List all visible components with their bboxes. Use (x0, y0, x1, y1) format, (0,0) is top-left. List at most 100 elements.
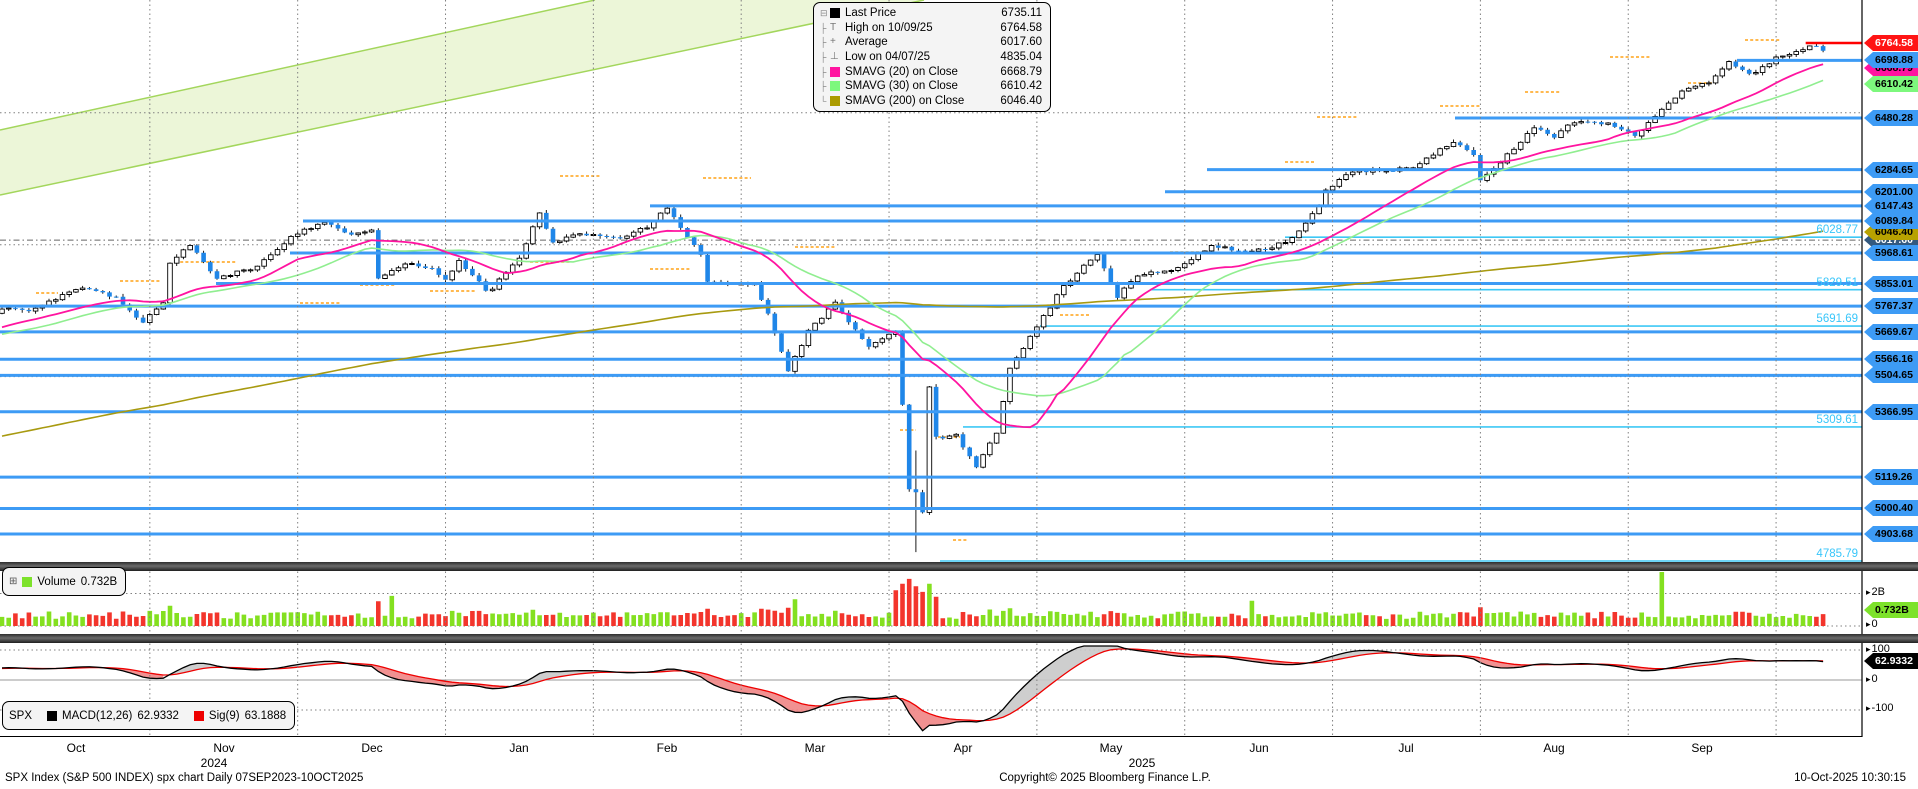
collapse-icon[interactable]: ⊟ (820, 7, 828, 18)
level-badge[interactable]: 5000.40 (1864, 500, 1918, 516)
macd-last-badge[interactable]: 62.9332 (1864, 653, 1918, 669)
month-label: Dec (361, 741, 383, 755)
volume-panel (0, 572, 1862, 627)
smavg30-swatch (830, 81, 845, 92)
macd-histogram-fill (1668, 658, 1756, 669)
month-label: Nov (213, 741, 235, 755)
level-badge[interactable]: 5119.26 (1864, 469, 1918, 485)
month-label: Mar (804, 741, 826, 755)
panel-divider[interactable] (0, 634, 1918, 643)
level-badge[interactable]: 6480.28 (1864, 110, 1918, 126)
price-legend[interactable]: ⊟ Last Price 6735.11 ├ T High on 10/09/2… (813, 2, 1051, 113)
level-badge[interactable]: 5853.01 (1864, 276, 1918, 292)
level-badge[interactable]: 5504.65 (1864, 367, 1918, 383)
month-label: Apr (953, 741, 973, 755)
legend-row-smavg30[interactable]: ├ SMAVG (30) on Close 6610.42 (820, 79, 1042, 94)
volume-swatch (22, 576, 33, 587)
macd-histogram-fill (902, 698, 984, 731)
last-price-swatch (830, 8, 845, 19)
level-badge[interactable]: 5566.16 (1864, 351, 1918, 367)
legend-value: 6610.42 (1000, 80, 1042, 93)
month-label: Sep (1691, 741, 1713, 755)
legend-label: SMAVG (30) on Close (845, 80, 958, 93)
volume-label: Volume (37, 575, 76, 588)
legend-label: Low on 04/07/25 (845, 51, 931, 64)
macd-label: MACD(12,26) (62, 709, 133, 722)
level-badge[interactable]: 5767.37 (1864, 298, 1918, 314)
high-marker-icon: T (830, 21, 837, 33)
legend-row-high[interactable]: ├ T High on 10/09/25 6764.58 (820, 21, 1042, 36)
tree-stub: └ (820, 95, 827, 106)
macd-axis-0: ▸0 (1866, 673, 1878, 685)
month-label: May (1099, 741, 1123, 755)
tree-stub: ├ (820, 52, 827, 63)
year-label: 2024 (200, 756, 228, 770)
sig-swatch (193, 710, 204, 721)
price-panel (0, 0, 1862, 562)
legend-value: 6046.40 (1000, 94, 1042, 107)
macd-histogram-fill (1399, 652, 1528, 668)
macd-line (1, 645, 1824, 732)
legend-value: 6017.60 (1000, 36, 1042, 49)
expand-icon[interactable]: ⊞ (9, 576, 18, 587)
status-instrument: SPX Index (S&P 500 INDEX) spx chart Dail… (5, 772, 364, 784)
volume-legend[interactable]: ⊞ Volume 0.732B (2, 567, 127, 596)
status-timestamp: 10-Oct-2025 10:30:15 (1794, 772, 1906, 784)
volume-bars-up (0, 572, 1812, 626)
legend-label: Last Price (845, 7, 897, 20)
trendline-label: 5309.61 (1816, 414, 1858, 426)
legend-value: 4835.04 (1000, 51, 1042, 64)
up-candles (0, 45, 1813, 513)
low-marker-icon: ⊥ (830, 51, 839, 63)
channel-edge (0, 0, 925, 196)
level-badge[interactable]: 6147.43 (1864, 198, 1918, 214)
tree-stub: ├ (820, 22, 827, 33)
level-badge[interactable]: 5669.67 (1864, 324, 1918, 340)
macd-histogram-fill (989, 646, 1125, 721)
level-badge[interactable]: 6201.00 (1864, 184, 1918, 200)
ticker-label: SPX (9, 709, 33, 722)
legend-value: 6764.58 (1000, 21, 1042, 34)
level-badge[interactable]: 5968.61 (1864, 245, 1918, 261)
legend-value: 6668.79 (1000, 65, 1042, 78)
channel-edge (0, 0, 596, 131)
tree-stub: ├ (820, 37, 827, 48)
smavg20-swatch (830, 66, 845, 77)
macd-histogram-fill (687, 671, 822, 713)
year-label: 2025 (1128, 756, 1156, 770)
legend-row-average[interactable]: ├ + Average 6017.60 (820, 35, 1042, 50)
panel-divider[interactable] (0, 562, 1918, 571)
smavg20-line (1, 63, 1824, 429)
level-badge[interactable]: 4903.68 (1864, 526, 1918, 542)
legend-label: High on 10/09/25 (845, 21, 933, 34)
average-marker-icon: + (830, 36, 836, 48)
tree-stub: ├ (820, 66, 827, 77)
macd-legend[interactable]: SPX MACD(12,26) 62.9332 Sig(9) 63.1888 (2, 701, 296, 730)
trendline-label: 4785.79 (1816, 548, 1858, 560)
level-badge[interactable]: 6698.88 (1864, 52, 1918, 68)
smavg200-swatch (830, 95, 845, 106)
level-badge[interactable]: 6089.84 (1864, 213, 1918, 229)
status-copyright: Copyright© 2025 Bloomberg Finance L.P. (999, 772, 1211, 784)
smavg200-line (1, 230, 1824, 437)
legend-label: SMAVG (200) on Close (845, 94, 965, 107)
smavg30-line (1, 79, 1824, 397)
legend-label: Average (845, 36, 888, 49)
trendline-label: 6028.77 (1816, 224, 1858, 236)
legend-row-last-price[interactable]: ⊟ Last Price 6735.11 (820, 6, 1042, 21)
legend-row-low[interactable]: ├ ⊥ Low on 04/07/25 4835.04 (820, 50, 1042, 65)
volume-last-badge[interactable]: 0.732B (1864, 602, 1918, 618)
chart-canvas[interactable] (0, 0, 1918, 737)
smavg30-badge[interactable]: 6610.42 (1864, 76, 1918, 92)
volume-axis-2b: ▸2B (1866, 586, 1885, 598)
high-badge[interactable]: 6764.58 (1864, 35, 1918, 51)
legend-row-smavg200[interactable]: └ SMAVG (200) on Close 6046.40 (820, 94, 1042, 109)
volume-axis-0: ▸0 (1866, 618, 1878, 630)
tree-stub: ├ (820, 81, 827, 92)
month-label: Jan (509, 741, 529, 755)
level-badge[interactable]: 6284.65 (1864, 162, 1918, 178)
month-label: Jul (1398, 741, 1414, 755)
legend-row-smavg20[interactable]: ├ SMAVG (20) on Close 6668.79 (820, 64, 1042, 79)
level-badge[interactable]: 5366.95 (1864, 404, 1918, 420)
trendline-label: 5829.51 (1816, 277, 1858, 289)
